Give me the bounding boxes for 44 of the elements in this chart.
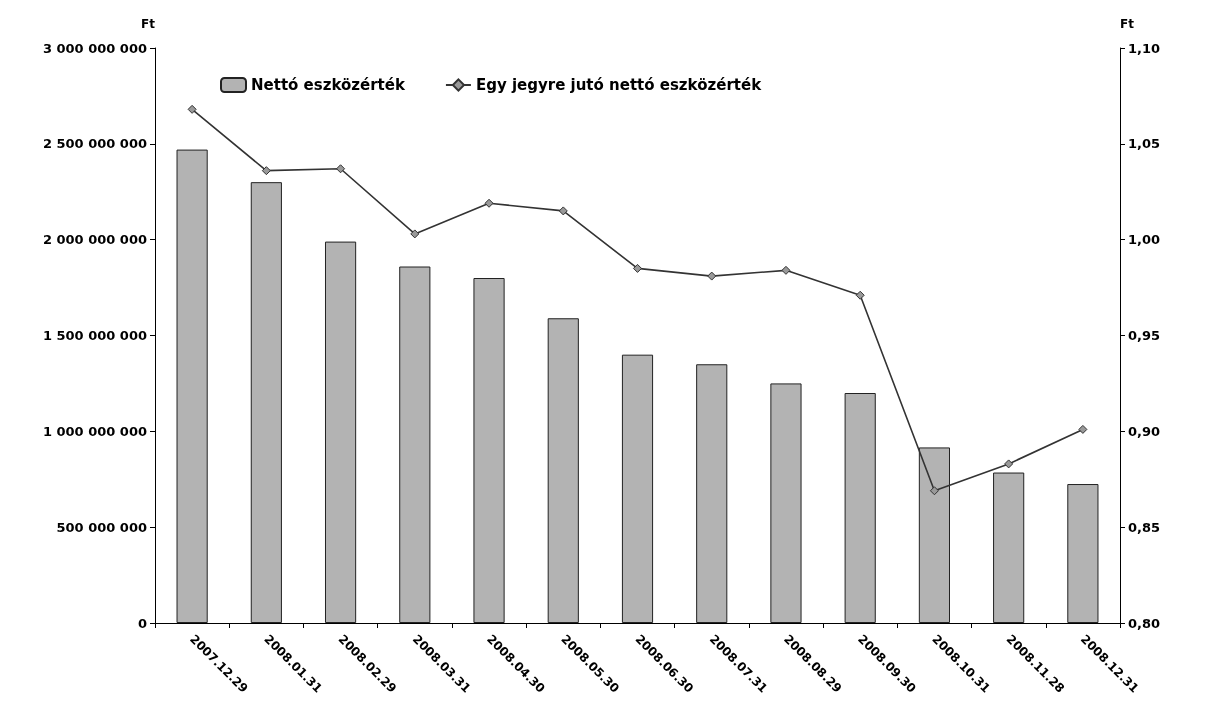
- y-tick-label: 500 000 000: [56, 519, 147, 535]
- legend-label: Nettó eszközérték: [251, 76, 406, 94]
- point: [1004, 459, 1014, 469]
- bar: [696, 364, 728, 623]
- y2-tick-label: 0,95: [1128, 328, 1161, 343]
- y2-tick-label: 0,80: [1128, 615, 1161, 631]
- point: [484, 198, 494, 208]
- point: [781, 265, 791, 275]
- y2-tick-label: 0,90: [1128, 423, 1161, 439]
- bar: [324, 241, 357, 623]
- point: [336, 164, 346, 174]
- point: [707, 271, 717, 281]
- point: [558, 206, 568, 216]
- y-tick-label: 1 500 000 000: [42, 328, 147, 343]
- y2-tick-label: 0,85: [1128, 519, 1161, 535]
- y2-axis-title: Ft: [1120, 17, 1135, 31]
- bar: [993, 472, 1025, 623]
- bar: [176, 149, 208, 623]
- point: [633, 263, 642, 273]
- bar: [918, 447, 951, 623]
- y-tick-label: 1 000 000 000: [42, 423, 147, 439]
- bar: [770, 383, 802, 623]
- y2-tick-label: 1,00: [1128, 232, 1161, 248]
- y-tick-label: 3 000 000 000: [42, 40, 147, 56]
- y2-tick-label: 1,10: [1128, 40, 1161, 56]
- point: [1078, 424, 1088, 434]
- y-axis-title: Ft: [141, 17, 156, 31]
- point: [187, 104, 197, 114]
- point: [261, 166, 271, 176]
- point: [929, 486, 939, 496]
- legend-label: Egy jegyre jutó nettó eszközérték: [475, 76, 763, 94]
- y2-tick-label: 1,05: [1128, 136, 1161, 152]
- bar: [473, 278, 505, 623]
- bar: [547, 318, 579, 623]
- bar: [399, 266, 431, 623]
- y-tick-label: 2 500 000 000: [42, 136, 147, 152]
- bar: [621, 354, 654, 623]
- y-tick-label: 2 000 000 000: [42, 232, 147, 248]
- point: [410, 229, 420, 239]
- point: [855, 290, 865, 300]
- bar: [1067, 484, 1099, 623]
- bar: [844, 393, 876, 623]
- bar: [250, 182, 282, 623]
- y-tick-label: 0: [137, 615, 147, 631]
